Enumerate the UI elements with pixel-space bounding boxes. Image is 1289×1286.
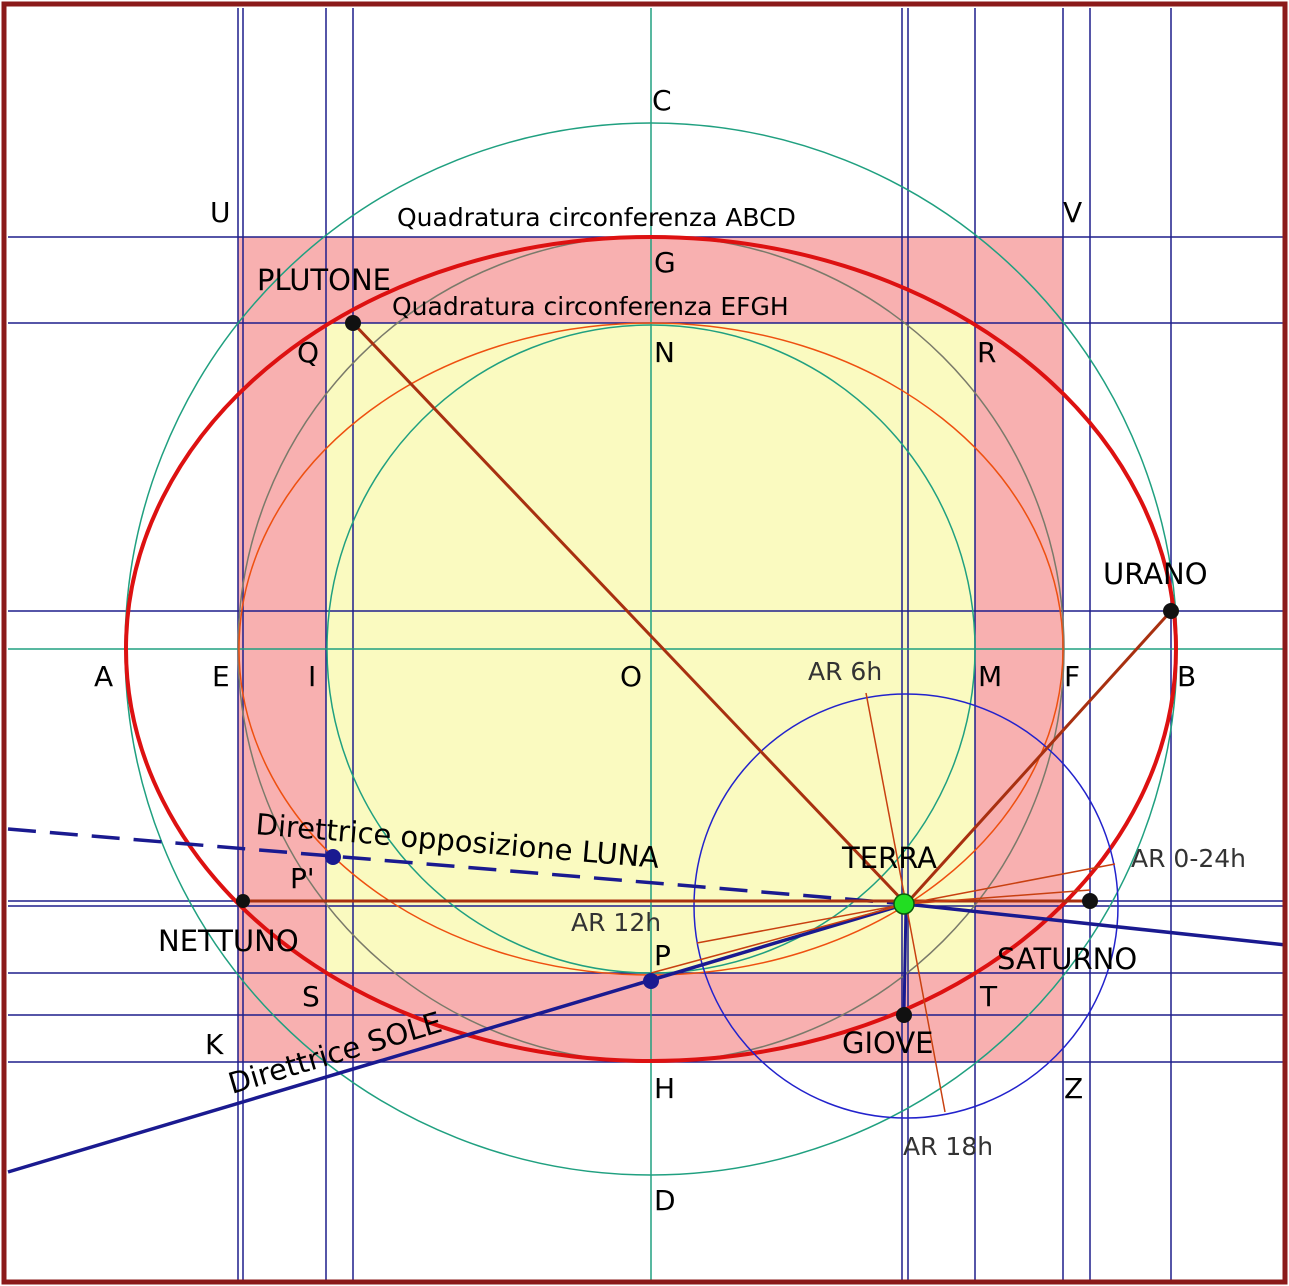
point-label-g: G <box>654 246 676 279</box>
p-prime-dot <box>325 849 341 865</box>
point-label-i: I <box>308 660 316 693</box>
planet-label-nettuno: NETTUNO <box>158 924 299 958</box>
point-label-z: Z <box>1064 1072 1083 1105</box>
point-label-b: B <box>1177 660 1196 693</box>
point-label-u: U <box>210 196 231 229</box>
point-label-q: Q <box>297 336 319 369</box>
ar-label-18h: AR 18h <box>903 1132 993 1161</box>
point-label-k: K <box>205 1028 224 1061</box>
p-dot <box>643 973 659 989</box>
point-label-r: R <box>977 336 996 369</box>
point-label-p-prime: P' <box>290 862 315 895</box>
planet-label-saturno: SATURNO <box>997 942 1137 976</box>
point-label-p: P <box>654 939 671 972</box>
planet-label-urano: URANO <box>1103 557 1208 591</box>
point-label-a: A <box>94 660 113 693</box>
luna-directrix-solid <box>905 902 1287 947</box>
saturno-dot <box>1082 893 1098 909</box>
planet-label-terra: TERRA <box>841 841 937 875</box>
ar-label-0-24h: AR 0-24h <box>1131 844 1246 873</box>
point-label-m: M <box>978 660 1002 693</box>
planet-label-plutone: PLUTONE <box>257 263 391 297</box>
point-label-o: O <box>620 660 642 693</box>
point-label-e: E <box>212 660 230 693</box>
point-label-v: V <box>1063 196 1082 229</box>
urano-dot <box>1163 603 1179 619</box>
point-label-s: S <box>302 980 320 1013</box>
point-label-f: F <box>1064 660 1080 693</box>
point-label-c: C <box>652 84 672 117</box>
giove-line <box>902 903 908 1016</box>
point-label-t: T <box>979 980 998 1013</box>
ar-label-12h: AR 12h <box>571 908 661 937</box>
title-efgh: Quadratura circonferenza EFGH <box>392 292 789 321</box>
ar-rays <box>650 692 1116 1113</box>
nettuno-dot <box>236 894 250 908</box>
terra-dot <box>893 893 915 915</box>
ar-label-6h: AR 6h <box>808 657 882 686</box>
planet-label-giove: GIOVE <box>842 1026 934 1060</box>
sole-directrix-line <box>7 902 907 1174</box>
point-label-d: D <box>654 1184 676 1217</box>
point-label-h: H <box>654 1072 675 1105</box>
teal-axes <box>8 8 1286 1282</box>
point-label-n: N <box>654 336 675 369</box>
blue-circle-terra <box>693 693 1119 1119</box>
red-orbit-ellipse <box>124 235 1178 1063</box>
title-abcd: Quadratura circonferenza ABCD <box>397 203 796 232</box>
giove-dot <box>896 1007 912 1023</box>
plutone-dot <box>345 315 361 331</box>
luna-directrix-dashed <box>7 827 907 906</box>
